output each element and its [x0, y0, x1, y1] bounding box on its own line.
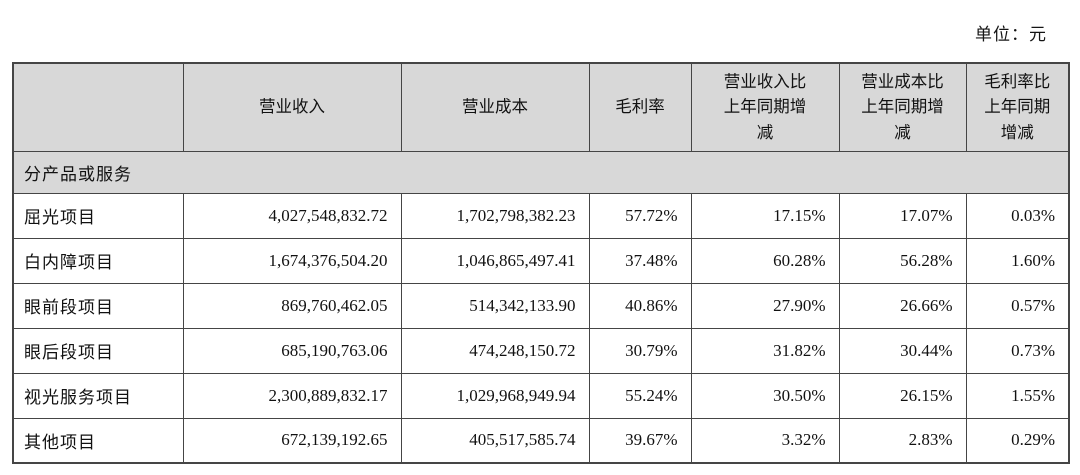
cell-margin-yoy: 0.03%	[965, 192, 1070, 239]
row-label: 视光服务项目	[12, 372, 184, 419]
cell-revenue: 869,760,462.05	[182, 282, 402, 329]
table-row: 视光服务项目 2,300,889,832.17 1,029,968,949.94…	[12, 372, 1070, 419]
cell-cost: 1,702,798,382.23	[400, 192, 590, 239]
cell-revenue: 685,190,763.06	[182, 327, 402, 374]
cell-cost-yoy: 56.28%	[838, 237, 967, 284]
col-header-revenue: 营业收入	[182, 62, 402, 152]
section-label: 分产品或服务	[12, 150, 1070, 194]
cell-margin-yoy: 1.55%	[965, 372, 1070, 419]
cell-revenue: 2,300,889,832.17	[182, 372, 402, 419]
unit-label: 单位：元	[975, 25, 1047, 44]
table-row: 眼前段项目 869,760,462.05 514,342,133.90 40.8…	[12, 282, 1070, 329]
cell-revenue: 4,027,548,832.72	[182, 192, 402, 239]
cell-margin-yoy: 0.73%	[965, 327, 1070, 374]
table-row: 屈光项目 4,027,548,832.72 1,702,798,382.23 5…	[12, 192, 1070, 239]
col-header-cost: 营业成本	[400, 62, 590, 152]
header-row: 营业收入 营业成本 毛利率 营业收入比 上年同期增 减 营业成本比 上年同期增 …	[12, 62, 1070, 152]
row-label: 其他项目	[12, 417, 184, 464]
cell-revenue-yoy: 17.15%	[690, 192, 840, 239]
col-header-revenue-yoy: 营业收入比 上年同期增 减	[690, 62, 840, 152]
cell-margin: 37.48%	[588, 237, 692, 284]
cell-cost-yoy: 26.66%	[838, 282, 967, 329]
cell-cost-yoy: 30.44%	[838, 327, 967, 374]
cell-revenue: 672,139,192.65	[182, 417, 402, 464]
cell-revenue-yoy: 31.82%	[690, 327, 840, 374]
cell-revenue-yoy: 30.50%	[690, 372, 840, 419]
cell-cost: 405,517,585.74	[400, 417, 590, 464]
cell-cost: 1,029,968,949.94	[400, 372, 590, 419]
row-label: 眼前段项目	[12, 282, 184, 329]
cell-revenue: 1,674,376,504.20	[182, 237, 402, 284]
table-row: 白内障项目 1,674,376,504.20 1,046,865,497.41 …	[12, 237, 1070, 284]
cell-revenue-yoy: 3.32%	[690, 417, 840, 464]
cell-revenue-yoy: 60.28%	[690, 237, 840, 284]
cell-margin: 30.79%	[588, 327, 692, 374]
cell-cost: 514,342,133.90	[400, 282, 590, 329]
row-label: 屈光项目	[12, 192, 184, 239]
cell-cost-yoy: 2.83%	[838, 417, 967, 464]
cell-cost-yoy: 17.07%	[838, 192, 967, 239]
cell-cost-yoy: 26.15%	[838, 372, 967, 419]
col-header-margin-yoy: 毛利率比 上年同期 增减	[965, 62, 1070, 152]
cell-cost: 474,248,150.72	[400, 327, 590, 374]
table-row: 眼后段项目 685,190,763.06 474,248,150.72 30.7…	[12, 327, 1070, 374]
table-row: 其他项目 672,139,192.65 405,517,585.74 39.67…	[12, 417, 1070, 464]
cell-margin-yoy: 0.57%	[965, 282, 1070, 329]
row-label: 白内障项目	[12, 237, 184, 284]
col-header-blank	[12, 62, 184, 152]
cell-revenue-yoy: 27.90%	[690, 282, 840, 329]
cell-margin: 57.72%	[588, 192, 692, 239]
cell-margin: 39.67%	[588, 417, 692, 464]
section-row-by-product-or-service: 分产品或服务	[12, 150, 1070, 194]
row-label: 眼后段项目	[12, 327, 184, 374]
cell-margin-yoy: 0.29%	[965, 417, 1070, 464]
col-header-cost-yoy: 营业成本比 上年同期增 减	[838, 62, 967, 152]
cell-margin-yoy: 1.60%	[965, 237, 1070, 284]
cell-margin: 40.86%	[588, 282, 692, 329]
product-service-table: 营业收入 营业成本 毛利率 营业收入比 上年同期增 减 营业成本比 上年同期增 …	[12, 62, 1070, 464]
table-header: 营业收入 营业成本 毛利率 营业收入比 上年同期增 减 营业成本比 上年同期增 …	[12, 62, 1070, 152]
table-body: 分产品或服务 屈光项目 4,027,548,832.72 1,702,798,3…	[12, 150, 1070, 464]
cell-cost: 1,046,865,497.41	[400, 237, 590, 284]
col-header-margin: 毛利率	[588, 62, 692, 152]
cell-margin: 55.24%	[588, 372, 692, 419]
